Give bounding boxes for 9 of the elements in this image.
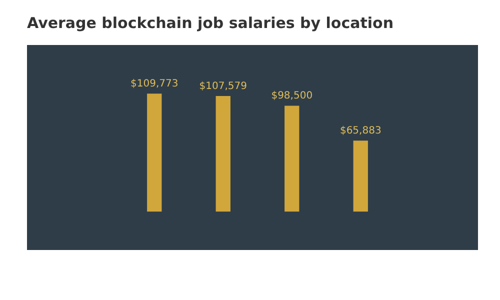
data-label: $109,773 [130,78,178,90]
bar [284,106,300,212]
bar [353,140,368,212]
bar [216,96,230,212]
data-label: $65,883 [340,126,382,137]
bar [147,94,162,212]
data-label: $107,579 [199,80,247,92]
data-label: $98,500 [271,90,313,102]
chart-title: Average blockchain job salaries by location [27,14,394,32]
